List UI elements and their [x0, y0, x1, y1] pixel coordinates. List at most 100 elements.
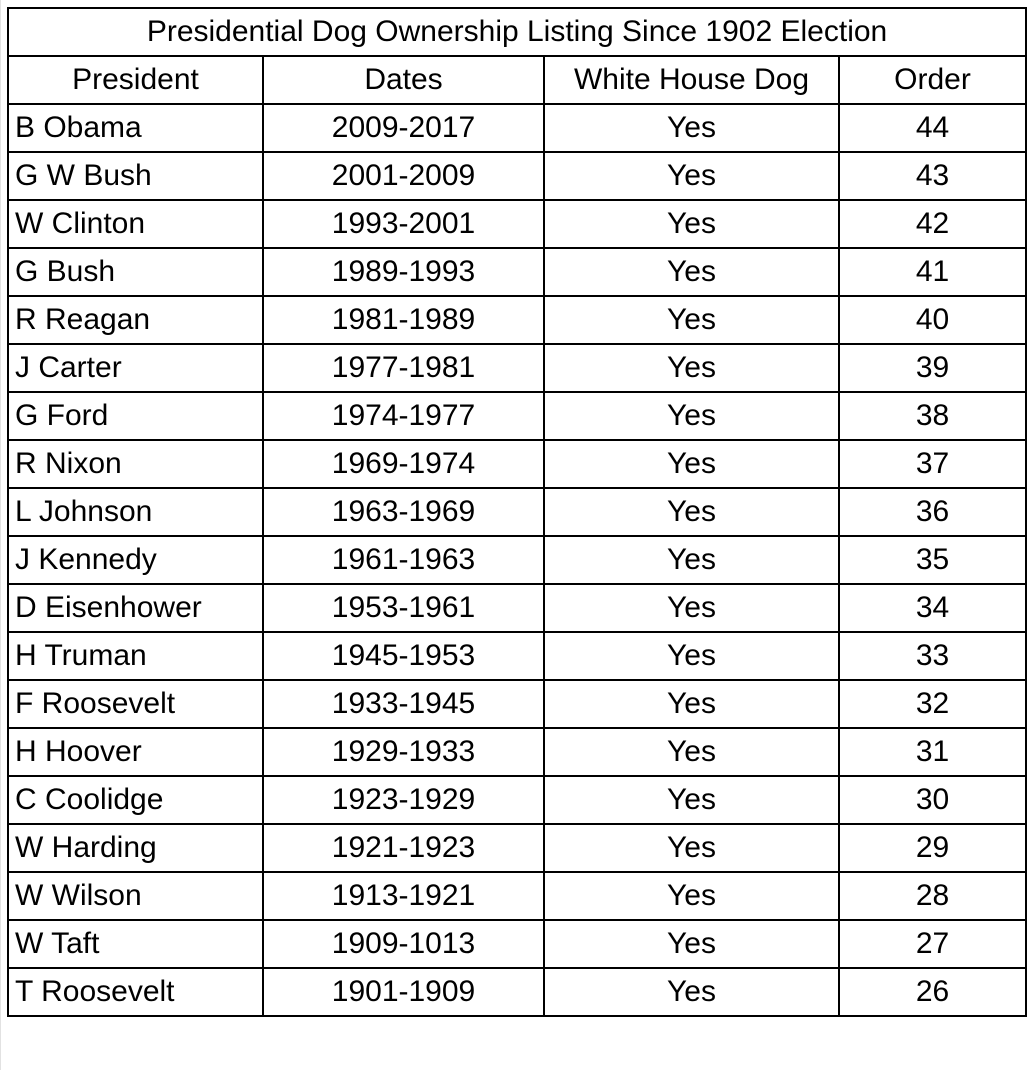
header-cell: White House Dog	[543, 55, 840, 105]
data-row: H Truman 1945-1953 Yes 33	[7, 631, 1028, 681]
data-row: W Wilson 1913-1921 Yes 28	[7, 871, 1028, 921]
header-cell: Order	[837, 55, 1028, 105]
data-row: R Reagan 1981-1989 Yes 40	[7, 295, 1028, 345]
cell: Yes	[543, 439, 840, 489]
cell: 34	[837, 583, 1028, 633]
cell: 40	[837, 295, 1028, 345]
cell: 37	[837, 439, 1028, 489]
cell: 43	[837, 151, 1028, 201]
cell: Yes	[543, 631, 840, 681]
data-row: L Johnson 1963-1969 Yes 36	[7, 487, 1028, 537]
cell: Yes	[543, 967, 840, 1017]
header-cell: Dates	[262, 55, 545, 105]
cell: Yes	[543, 871, 840, 921]
cell: 28	[837, 871, 1028, 921]
cell: 41	[837, 247, 1028, 297]
cell: 31	[837, 727, 1028, 777]
cell: Yes	[543, 103, 840, 153]
cell: 1977-1981	[262, 343, 545, 393]
cell: 1961-1963	[262, 535, 545, 585]
data-row: W Clinton 1993-2001 Yes 42	[7, 199, 1028, 249]
cell: W Clinton	[7, 199, 264, 249]
cell: C Coolidge	[7, 775, 264, 825]
cell: 30	[837, 775, 1028, 825]
cell: Yes	[543, 295, 840, 345]
cell: H Hoover	[7, 727, 264, 777]
cell: 1909-1013	[262, 919, 545, 969]
cell: 1933-1945	[262, 679, 545, 729]
cell: 36	[837, 487, 1028, 537]
cell: J Carter	[7, 343, 264, 393]
cell: 1963-1969	[262, 487, 545, 537]
cell: Yes	[543, 727, 840, 777]
cell: L Johnson	[7, 487, 264, 537]
cell: G Bush	[7, 247, 264, 297]
cell: W Harding	[7, 823, 264, 873]
data-row: R Nixon 1969-1974 Yes 37	[7, 439, 1028, 489]
cell: Yes	[543, 247, 840, 297]
cell: 38	[837, 391, 1028, 441]
data-row: T Roosevelt 1901-1909 Yes 26	[7, 967, 1028, 1017]
cell: 1974-1977	[262, 391, 545, 441]
cell: W Wilson	[7, 871, 264, 921]
cell: R Nixon	[7, 439, 264, 489]
cell: 1929-1933	[262, 727, 545, 777]
data-row: W Harding 1921-1923 Yes 29	[7, 823, 1028, 873]
cell: Yes	[543, 919, 840, 969]
cell: Yes	[543, 199, 840, 249]
data-row: G W Bush 2001-2009 Yes 43	[7, 151, 1028, 201]
cell: 29	[837, 823, 1028, 873]
cell: 26	[837, 967, 1028, 1017]
cell: T Roosevelt	[7, 967, 264, 1017]
cell: 1923-1929	[262, 775, 545, 825]
cell: Yes	[543, 775, 840, 825]
cell: F Roosevelt	[7, 679, 264, 729]
table-title: Presidential Dog Ownership Listing Since…	[6, 7, 1028, 57]
header-row: President Dates White House Dog Order	[7, 55, 1028, 105]
cell: R Reagan	[7, 295, 264, 345]
cell: 1913-1921	[262, 871, 545, 921]
cell: 2001-2009	[262, 151, 545, 201]
cell: B Obama	[7, 103, 264, 153]
cell: 42	[837, 199, 1028, 249]
data-row: F Roosevelt 1933-1945 Yes 32	[7, 679, 1028, 729]
title-row: Presidential Dog Ownership Listing Since…	[6, 7, 1028, 57]
cell: 35	[837, 535, 1028, 585]
cell: 44	[837, 103, 1028, 153]
cell: Yes	[543, 535, 840, 585]
cell: H Truman	[7, 631, 264, 681]
cell: Yes	[543, 679, 840, 729]
data-row: B Obama 2009-2017 Yes 44	[7, 103, 1028, 153]
cell: Yes	[543, 391, 840, 441]
cell: Yes	[543, 487, 840, 537]
cell: 1945-1953	[262, 631, 545, 681]
data-row: C Coolidge 1923-1929 Yes 30	[7, 775, 1028, 825]
cell: 1981-1989	[262, 295, 545, 345]
data-row: W Taft 1909-1013 Yes 27	[7, 919, 1028, 969]
cell: 32	[837, 679, 1028, 729]
cell: G Ford	[7, 391, 264, 441]
cell: Yes	[543, 583, 840, 633]
cell: 1969-1974	[262, 439, 545, 489]
cell: 1989-1993	[262, 247, 545, 297]
cell: 33	[837, 631, 1028, 681]
cell: Yes	[543, 343, 840, 393]
data-row: D Eisenhower 1953-1961 Yes 34	[7, 583, 1028, 633]
cell: 1901-1909	[262, 967, 545, 1017]
cell: 2009-2017	[262, 103, 545, 153]
cell: J Kennedy	[7, 535, 264, 585]
dog-table: Presidential Dog Ownership Listing Since…	[6, 7, 1028, 1017]
header-cell: President	[7, 55, 264, 105]
cell: 1953-1961	[262, 583, 545, 633]
cell: Yes	[543, 151, 840, 201]
data-row: J Kennedy 1961-1963 Yes 35	[7, 535, 1028, 585]
cell: G W Bush	[7, 151, 264, 201]
cell: 1921-1923	[262, 823, 545, 873]
cell: D Eisenhower	[7, 583, 264, 633]
cell: 27	[837, 919, 1028, 969]
data-row: G Bush 1989-1993 Yes 41	[7, 247, 1028, 297]
cell: Yes	[543, 823, 840, 873]
data-row: H Hoover 1929-1933 Yes 31	[7, 727, 1028, 777]
data-row: J Carter 1977-1981 Yes 39	[7, 343, 1028, 393]
